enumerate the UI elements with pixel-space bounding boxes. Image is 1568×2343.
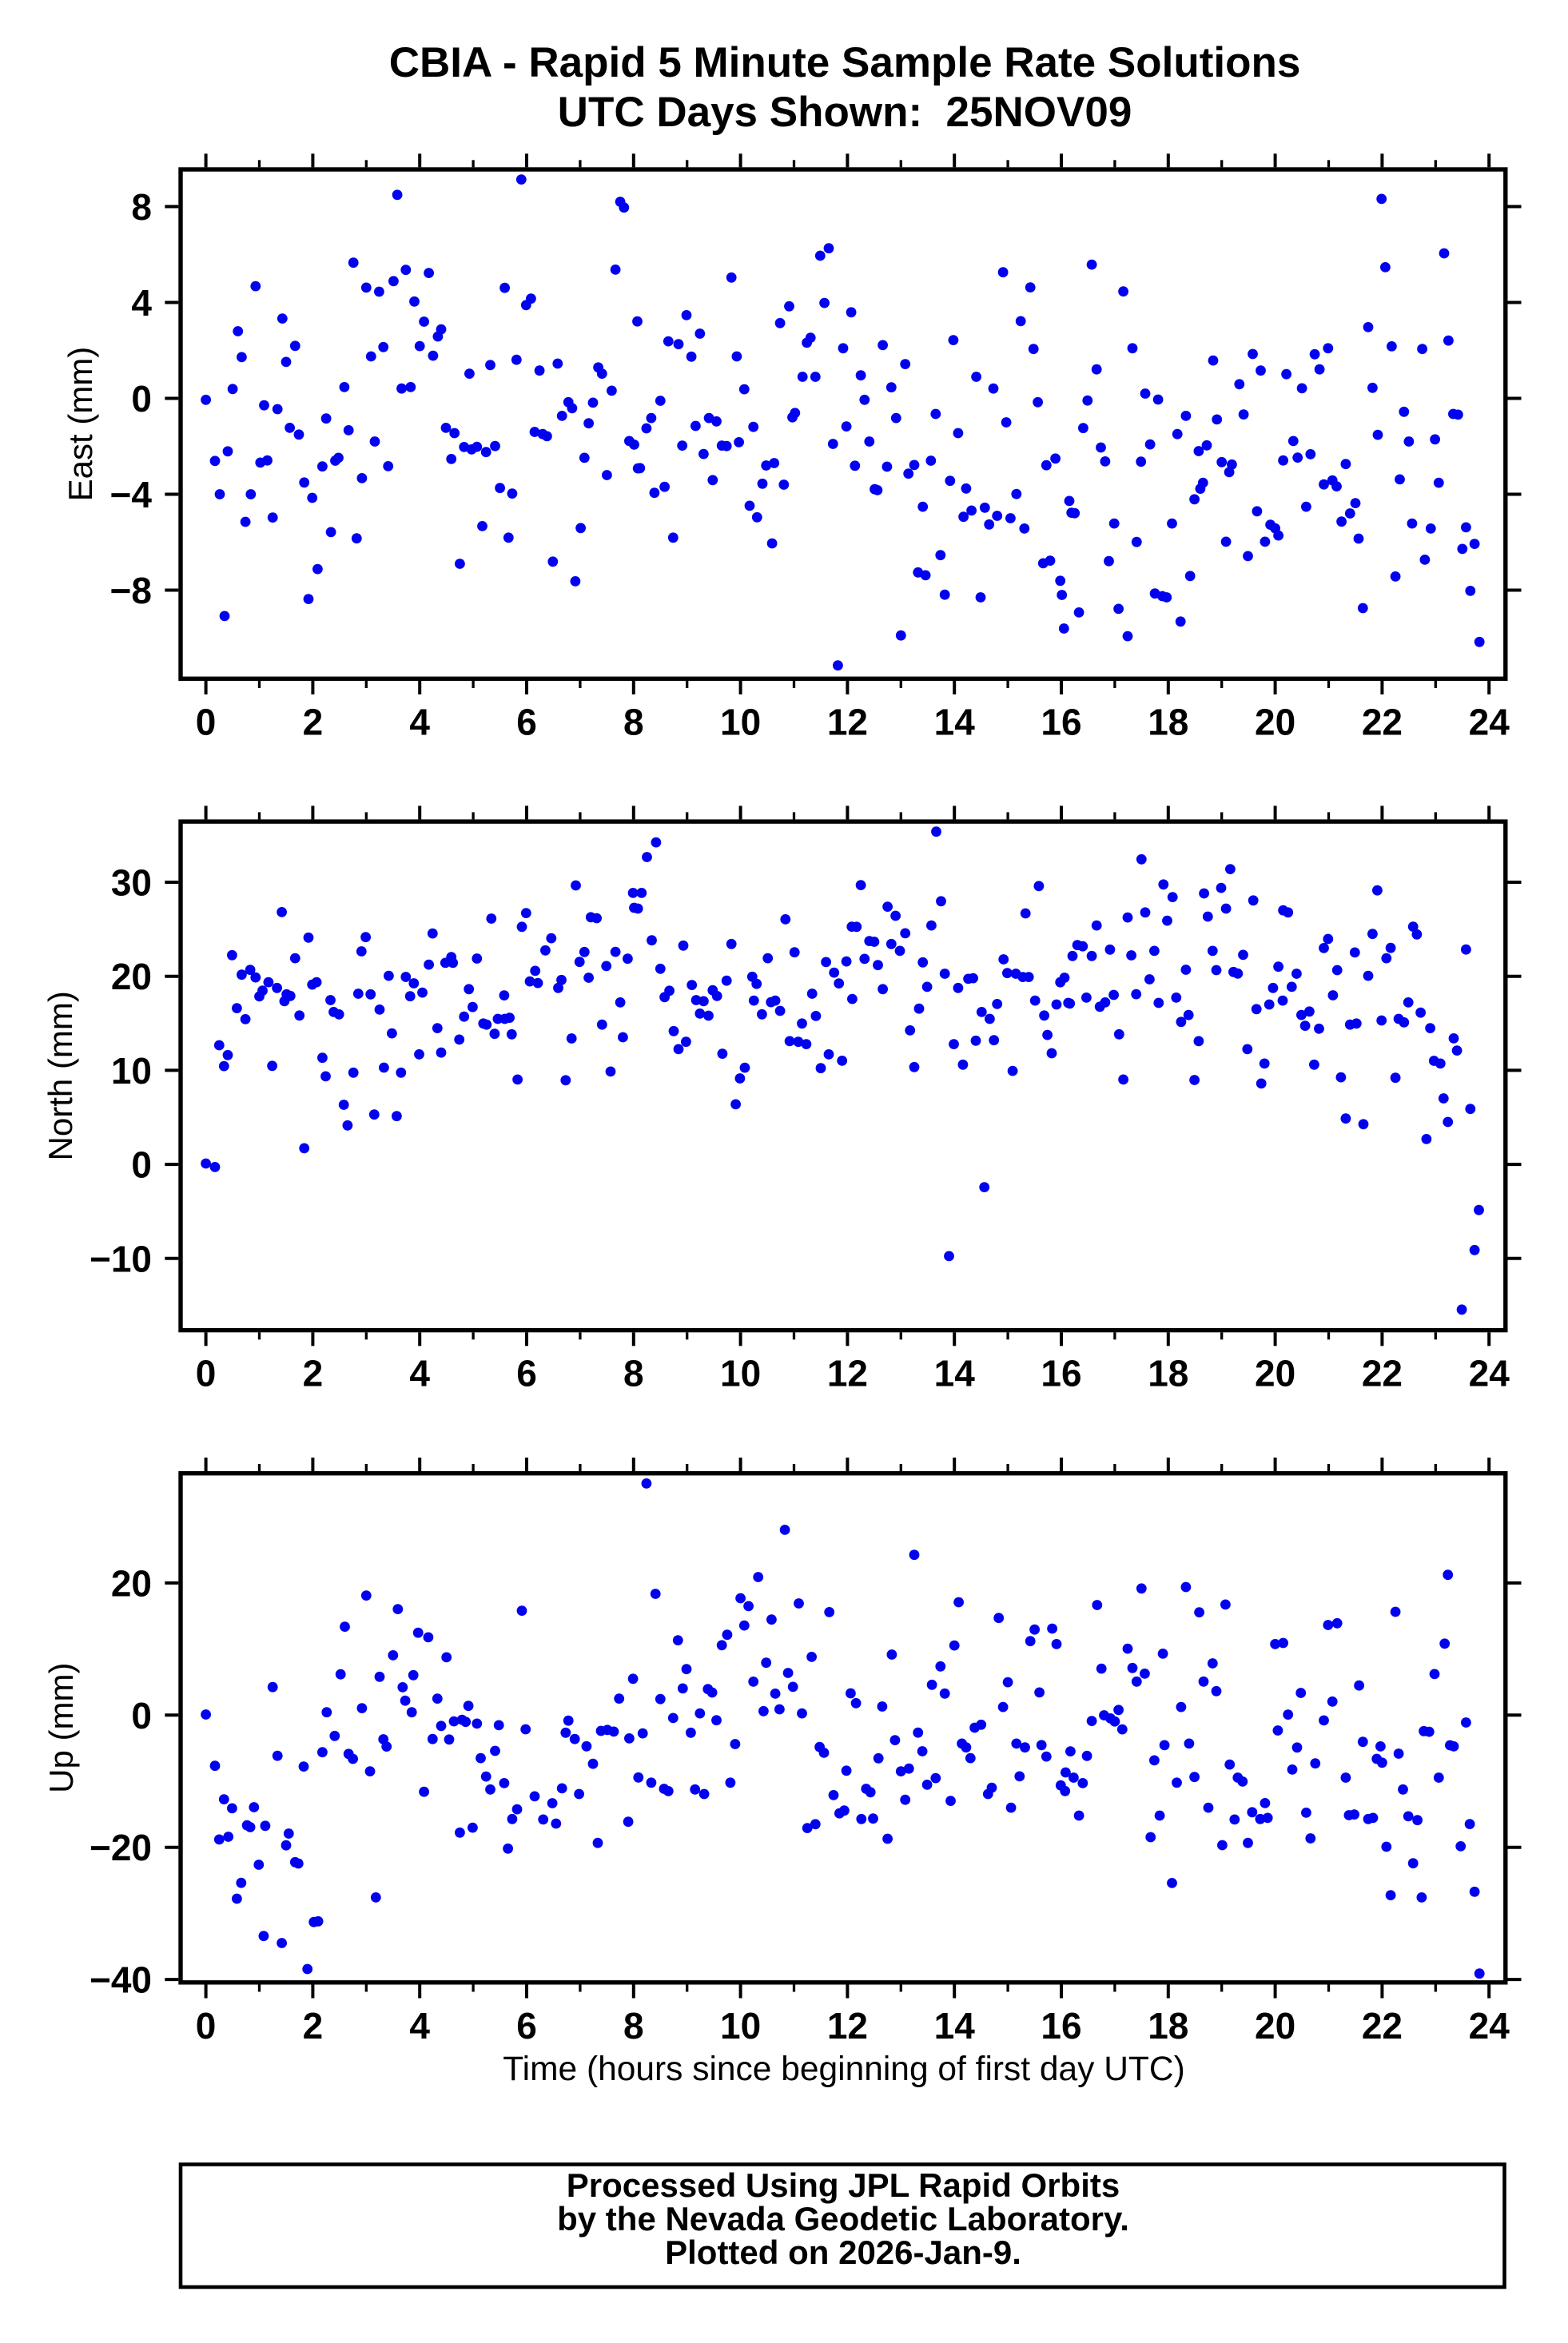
svg-text:0: 0 — [131, 1144, 152, 1186]
svg-text:12: 12 — [827, 701, 868, 742]
svg-text:20: 20 — [111, 956, 152, 997]
svg-text:22: 22 — [1362, 2005, 1403, 2047]
svg-text:16: 16 — [1041, 701, 1081, 742]
svg-text:0: 0 — [131, 378, 152, 420]
svg-text:2: 2 — [303, 1353, 324, 1394]
svg-text:−4: −4 — [110, 474, 153, 515]
svg-text:−20: −20 — [90, 1827, 152, 1868]
svg-text:14: 14 — [934, 2005, 976, 2047]
svg-text:2: 2 — [303, 2005, 324, 2047]
svg-text:6: 6 — [516, 2005, 537, 2047]
svg-text:24: 24 — [1469, 701, 1510, 742]
svg-text:2: 2 — [303, 701, 324, 742]
svg-text:20: 20 — [111, 1562, 152, 1604]
svg-text:12: 12 — [827, 2005, 868, 2047]
svg-text:0: 0 — [196, 701, 217, 742]
svg-text:Plotted on 2026-Jan-9.: Plotted on 2026-Jan-9. — [665, 2234, 1021, 2271]
svg-text:22: 22 — [1362, 701, 1403, 742]
svg-text:10: 10 — [720, 1353, 761, 1394]
svg-text:North (mm): North (mm) — [42, 991, 79, 1160]
svg-text:0: 0 — [131, 1695, 152, 1736]
svg-text:−10: −10 — [90, 1238, 152, 1279]
svg-text:by the Nevada Geodetic Laborat: by the Nevada Geodetic Laboratory. — [557, 2200, 1129, 2238]
svg-text:24: 24 — [1469, 1353, 1510, 1394]
svg-text:4: 4 — [409, 701, 430, 742]
svg-text:18: 18 — [1148, 2005, 1188, 2047]
svg-text:4: 4 — [409, 1353, 430, 1394]
svg-text:16: 16 — [1041, 2005, 1081, 2047]
svg-text:10: 10 — [720, 2005, 761, 2047]
svg-text:10: 10 — [111, 1050, 152, 1092]
svg-text:CBIA - Rapid 5 Minute Sample R: CBIA - Rapid 5 Minute Sample Rate Soluti… — [389, 39, 1301, 86]
svg-text:18: 18 — [1148, 701, 1188, 742]
svg-text:20: 20 — [1255, 1353, 1295, 1394]
svg-text:8: 8 — [623, 2005, 644, 2047]
svg-text:Up (mm): Up (mm) — [42, 1663, 80, 1793]
svg-text:Time (hours since beginning of: Time (hours since beginning of first day… — [503, 2051, 1184, 2088]
svg-text:8: 8 — [623, 701, 644, 742]
svg-text:8: 8 — [623, 1353, 644, 1394]
svg-text:12: 12 — [827, 1353, 868, 1394]
svg-text:4: 4 — [131, 282, 152, 324]
svg-text:6: 6 — [516, 701, 537, 742]
svg-text:6: 6 — [516, 1353, 537, 1394]
svg-text:10: 10 — [720, 701, 761, 742]
svg-text:−40: −40 — [90, 1959, 152, 2001]
svg-text:UTC Days Shown: 25NOV09: UTC Days Shown: 25NOV09 — [558, 89, 1132, 136]
svg-text:−8: −8 — [110, 570, 152, 611]
svg-text:0: 0 — [196, 2005, 217, 2047]
svg-text:30: 30 — [111, 862, 152, 904]
svg-text:24: 24 — [1469, 2005, 1510, 2047]
svg-text:18: 18 — [1148, 1353, 1188, 1394]
svg-text:20: 20 — [1255, 2005, 1295, 2047]
svg-text:14: 14 — [934, 1353, 976, 1394]
svg-text:14: 14 — [934, 701, 976, 742]
svg-text:20: 20 — [1255, 701, 1295, 742]
svg-text:0: 0 — [196, 1353, 217, 1394]
svg-text:East (mm): East (mm) — [62, 347, 99, 502]
svg-text:Processed Using JPL Rapid Orbi: Processed Using JPL Rapid Orbits — [567, 2166, 1120, 2204]
svg-text:22: 22 — [1362, 1353, 1403, 1394]
svg-text:16: 16 — [1041, 1353, 1081, 1394]
svg-text:4: 4 — [409, 2005, 430, 2047]
svg-text:8: 8 — [131, 186, 152, 228]
